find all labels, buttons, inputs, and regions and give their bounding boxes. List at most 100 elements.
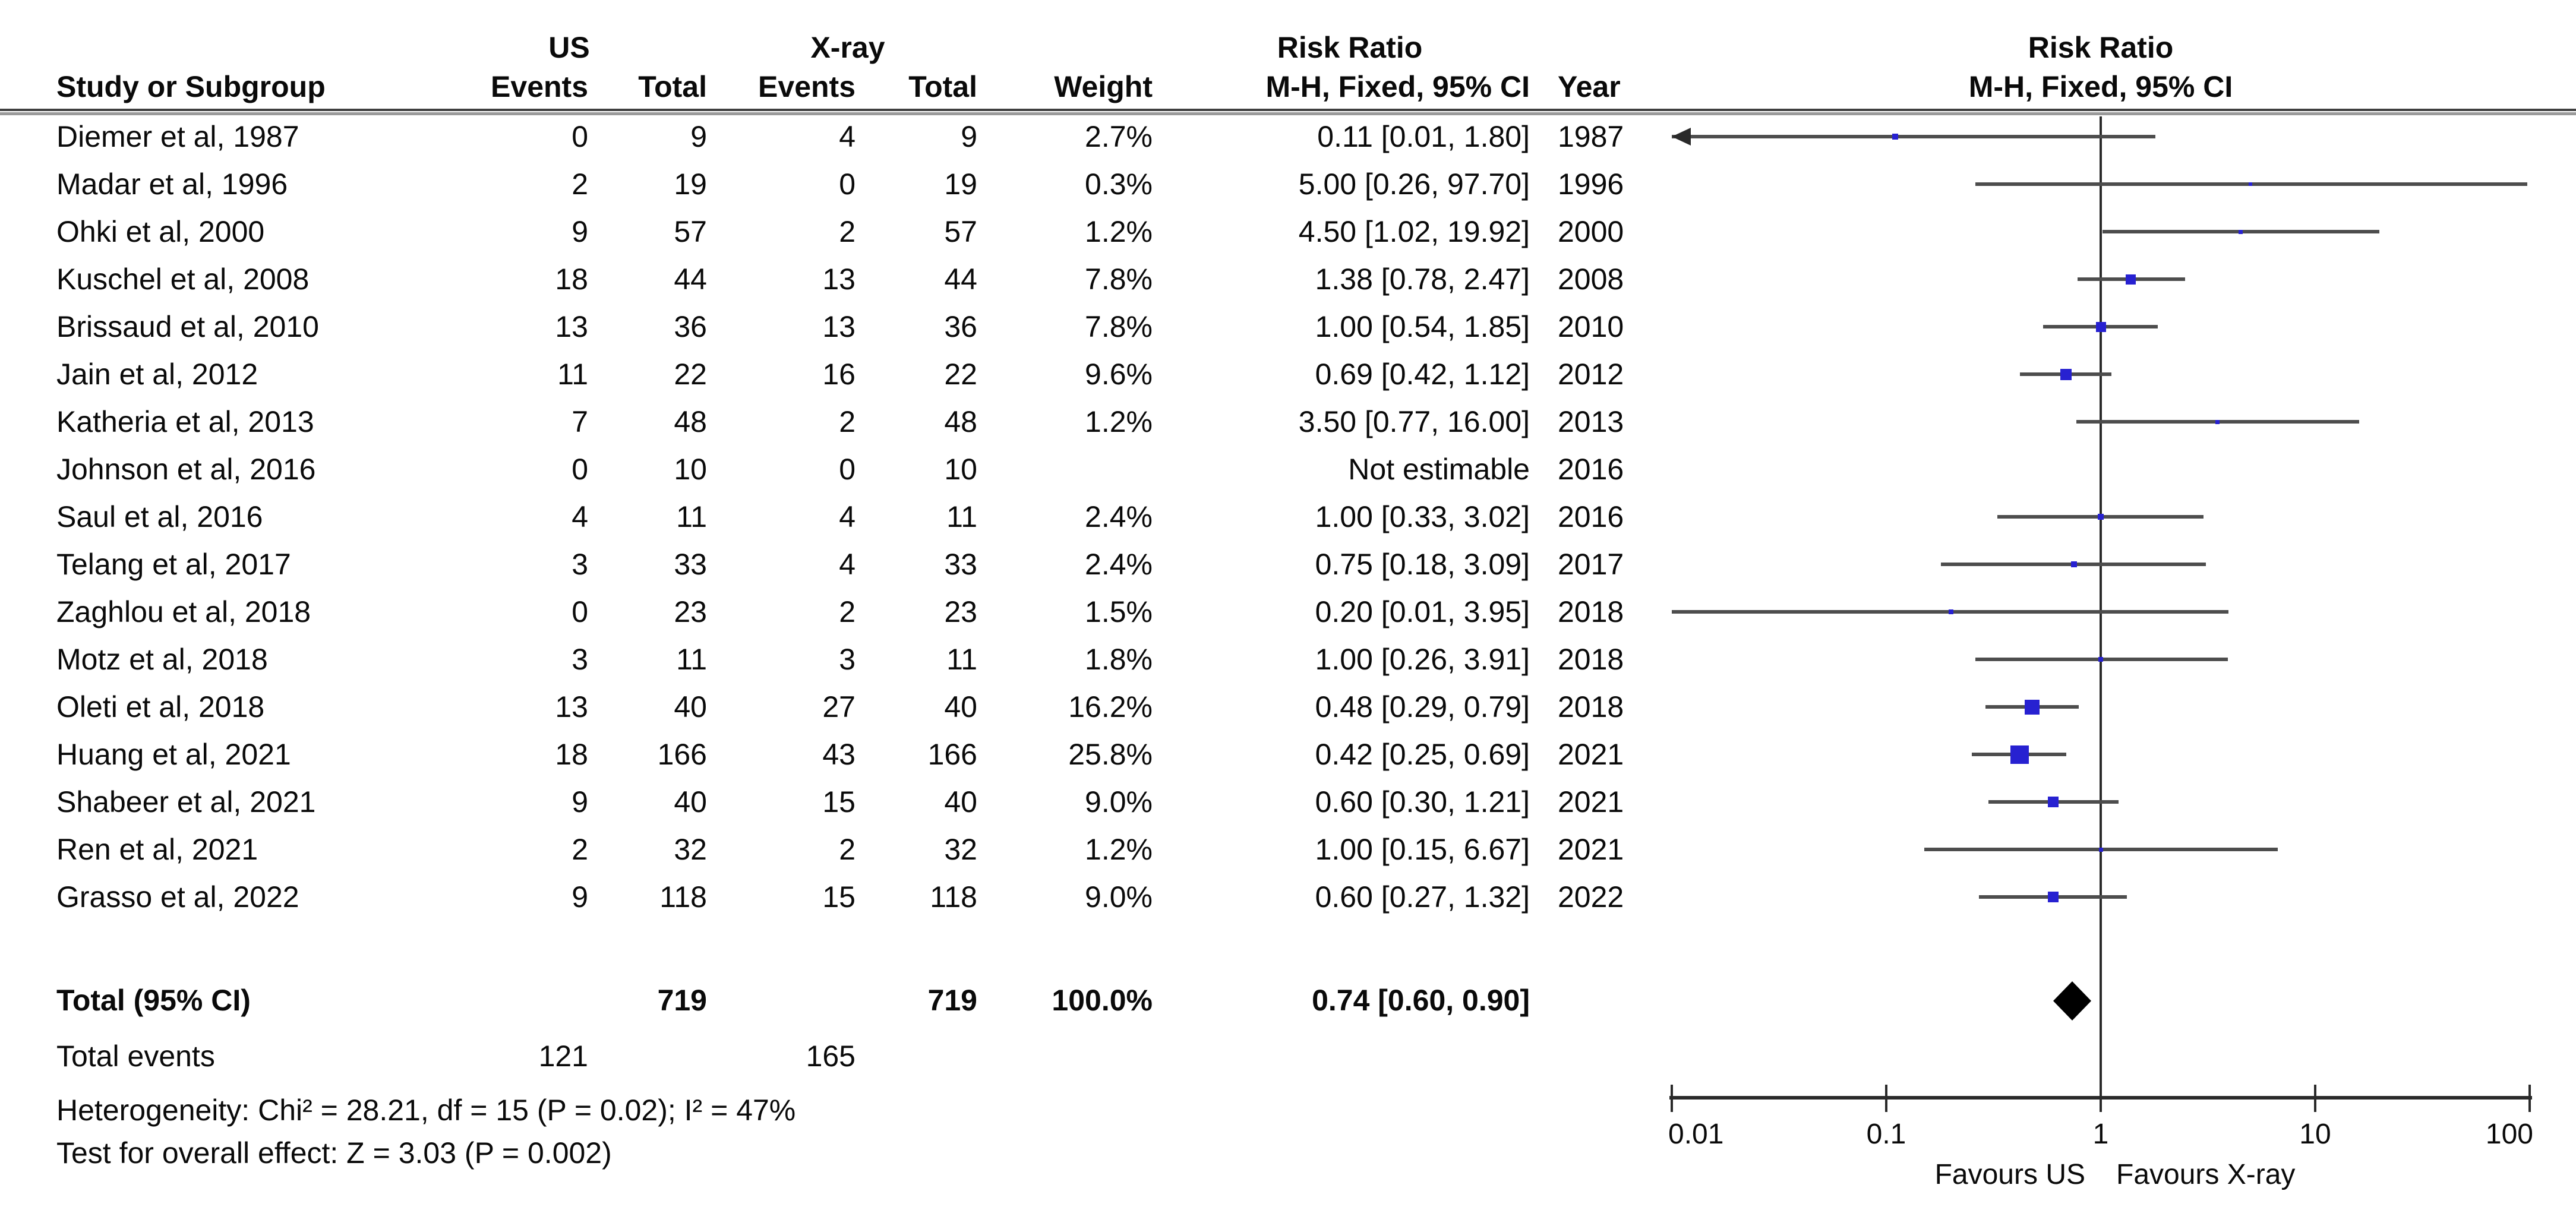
xray-total-cell: 57 <box>944 215 977 248</box>
xray-events-cell: 13 <box>822 310 855 343</box>
study-name: Oleti et al, 2018 <box>56 690 265 724</box>
effect-square-marker <box>2071 561 2077 567</box>
weight-cell: 1.5% <box>1085 595 1153 628</box>
xray-total-header: Total <box>908 70 977 103</box>
us-total-cell: 11 <box>676 643 707 676</box>
year-cell: 2016 <box>1558 453 1624 486</box>
us-events-cell: 3 <box>572 548 588 581</box>
xray-total-cell: 33 <box>944 548 977 581</box>
xray-events-cell: 15 <box>822 880 855 914</box>
effect-header-line2: M-H, Fixed, 95% CI <box>1265 70 1530 103</box>
ci-text-cell: Not estimable <box>1348 453 1530 486</box>
header-rule-dark <box>0 109 2576 111</box>
year-cell: 2021 <box>1558 833 1624 866</box>
weight-cell: 7.8% <box>1085 263 1153 296</box>
effect-square-marker <box>2126 274 2136 285</box>
effect-square-marker <box>2048 892 2059 902</box>
year-cell: 2008 <box>1558 263 1624 296</box>
effect-square-marker <box>1892 134 1898 140</box>
weight-cell: 9.6% <box>1085 358 1153 391</box>
us-events-cell: 0 <box>572 595 588 628</box>
study-name: Ren et al, 2021 <box>56 833 258 866</box>
total-ci-text: 0.74 [0.60, 0.90] <box>1312 984 1530 1017</box>
study-name: Zaghlou et al, 2018 <box>56 595 311 628</box>
year-cell: 2022 <box>1558 880 1624 914</box>
weight-cell: 1.2% <box>1085 215 1153 248</box>
xray-total-cell: 40 <box>944 785 977 819</box>
study-name: Huang et al, 2021 <box>56 738 291 771</box>
axis-tick-label: 0.1 <box>1866 1119 1906 1150</box>
xray-events-cell: 16 <box>822 358 855 391</box>
xray-total-cell: 48 <box>944 405 977 438</box>
ci-text-cell: 1.38 [0.78, 2.47] <box>1315 263 1530 296</box>
us-total-cell: 19 <box>674 168 707 201</box>
us-events-cell: 11 <box>557 358 588 391</box>
us-events-cell: 13 <box>555 690 588 724</box>
ci-text-cell: 1.00 [0.26, 3.91] <box>1315 643 1530 676</box>
xray-group-header: X-ray <box>810 31 885 64</box>
study-name: Motz et al, 2018 <box>56 643 268 676</box>
study-name: Jain et al, 2012 <box>56 358 258 391</box>
weight-cell: 2.7% <box>1085 120 1153 153</box>
favours-left-label: Favours US <box>1934 1159 2085 1190</box>
year-cell: 2012 <box>1558 358 1624 391</box>
weight-cell: 16.2% <box>1068 690 1153 724</box>
xray-events-cell: 27 <box>822 690 855 724</box>
xray-events-cell: 43 <box>822 738 855 771</box>
weight-cell: 2.4% <box>1085 500 1153 533</box>
us-total-cell: 118 <box>659 880 707 914</box>
plot-header-line1: Risk Ratio <box>2028 31 2174 64</box>
effect-square-marker <box>2099 848 2103 852</box>
axis-tick-label: 10 <box>2299 1119 2331 1150</box>
year-cell: 1987 <box>1558 120 1624 153</box>
weight-cell: 1.2% <box>1085 405 1153 438</box>
xray-total-cell: 23 <box>944 595 977 628</box>
year-cell: 2018 <box>1558 595 1624 628</box>
us-total-cell: 166 <box>657 738 707 771</box>
overall-effect-text: Test for overall effect: Z = 3.03 (P = 0… <box>56 1136 612 1170</box>
ci-text-cell: 0.75 [0.18, 3.09] <box>1315 548 1530 581</box>
axis-tick <box>2100 1085 2102 1112</box>
us-total-cell: 48 <box>674 405 707 438</box>
study-name: Katheria et al, 2013 <box>56 405 314 438</box>
year-cell: 2010 <box>1558 310 1624 343</box>
us-events-cell: 2 <box>572 833 588 866</box>
weight-cell: 9.0% <box>1085 785 1153 819</box>
heterogeneity-text: Heterogeneity: Chi² = 28.21, df = 15 (P … <box>56 1094 796 1127</box>
ci-text-cell: 0.60 [0.30, 1.21] <box>1315 785 1530 819</box>
study-name: Kuschel et al, 2008 <box>56 263 310 296</box>
weight-cell: 25.8% <box>1068 738 1153 771</box>
weight-cell: 9.0% <box>1085 880 1153 914</box>
weight-cell: 1.2% <box>1085 833 1153 866</box>
xray-events-cell: 3 <box>839 643 855 676</box>
ci-text-cell: 0.42 [0.25, 0.69] <box>1315 738 1530 771</box>
total-us-total: 719 <box>657 984 707 1017</box>
effect-square-marker <box>2249 182 2252 186</box>
xray-events-cell: 15 <box>822 785 855 819</box>
ci-line <box>1672 135 2156 138</box>
study-col-header: Study or Subgroup <box>56 70 326 103</box>
study-name: Brissaud et al, 2010 <box>56 310 319 343</box>
pooled-diamond <box>2053 981 2091 1021</box>
axis-tick <box>2314 1085 2316 1112</box>
ci-text-cell: 1.00 [0.33, 3.02] <box>1315 500 1530 533</box>
effect-square-marker <box>2025 700 2040 715</box>
plot-header-line2: M-H, Fixed, 95% CI <box>1968 70 2233 103</box>
us-events-cell: 18 <box>555 263 588 296</box>
us-events-cell: 13 <box>555 310 588 343</box>
us-total-cell: 9 <box>690 120 707 153</box>
xray-events-header: Events <box>758 70 855 103</box>
effect-square-marker <box>2098 657 2103 662</box>
year-cell: 2000 <box>1558 215 1624 248</box>
xray-total-cell: 36 <box>944 310 977 343</box>
year-cell: 2013 <box>1558 405 1624 438</box>
xray-total-cell: 9 <box>961 120 977 153</box>
us-events-cell: 3 <box>572 643 588 676</box>
effect-square-marker <box>2215 420 2220 424</box>
year-cell: 2021 <box>1558 738 1624 771</box>
study-name: Grasso et al, 2022 <box>56 880 299 914</box>
study-name: Shabeer et al, 2021 <box>56 785 316 819</box>
ci-text-cell: 0.60 [0.27, 1.32] <box>1315 880 1530 914</box>
xray-total-cell: 32 <box>944 833 977 866</box>
